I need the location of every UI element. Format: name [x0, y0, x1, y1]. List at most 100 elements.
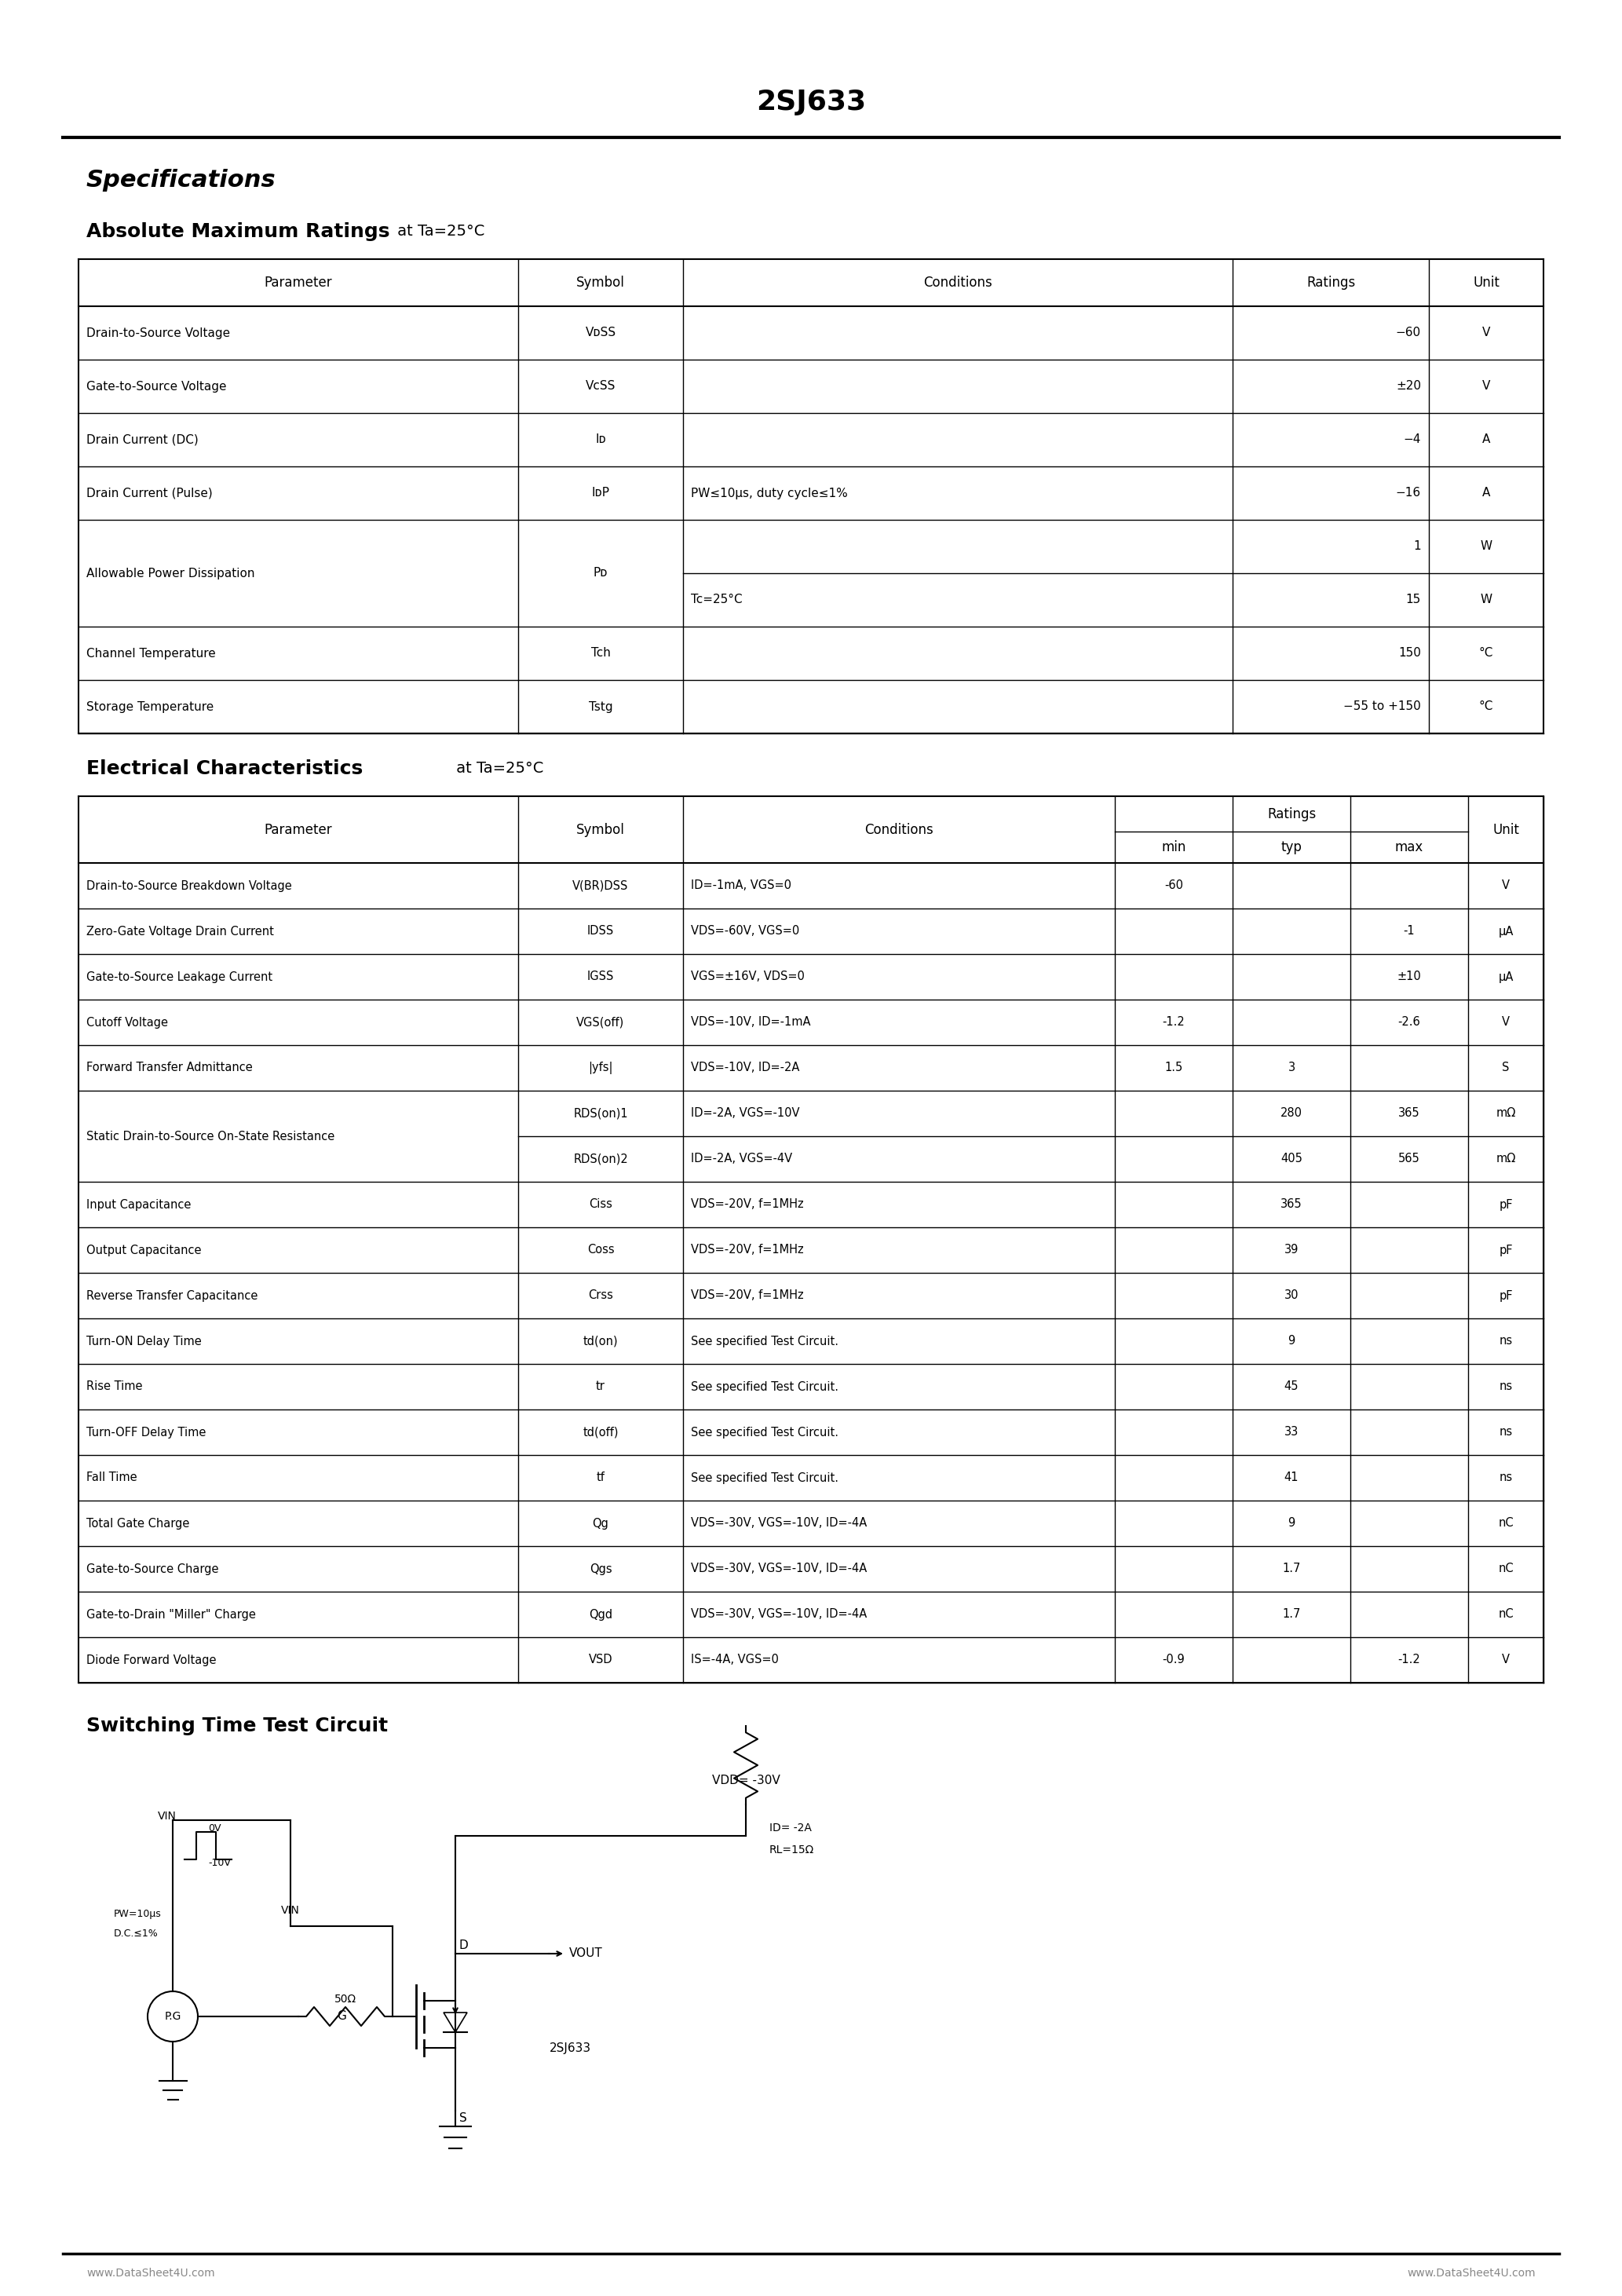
- Text: W: W: [1481, 595, 1492, 606]
- Text: Ciss: Ciss: [589, 1199, 613, 1210]
- Text: S: S: [459, 2112, 467, 2124]
- Text: VIN: VIN: [281, 1906, 300, 1915]
- Text: -1.2: -1.2: [1163, 1017, 1186, 1029]
- Text: Drain Current (DC): Drain Current (DC): [86, 434, 198, 445]
- Text: VDS=-30V, VGS=-10V, ID=-4A: VDS=-30V, VGS=-10V, ID=-4A: [691, 1564, 866, 1575]
- Text: nC: nC: [1499, 1564, 1513, 1575]
- Text: IᴅP: IᴅP: [592, 487, 610, 498]
- Text: Qgd: Qgd: [589, 1609, 613, 1621]
- Text: Turn-OFF Delay Time: Turn-OFF Delay Time: [86, 1426, 206, 1437]
- Text: VDS=-30V, VGS=-10V, ID=-4A: VDS=-30V, VGS=-10V, ID=-4A: [691, 1518, 866, 1529]
- Text: VDS=-20V, f=1MHz: VDS=-20V, f=1MHz: [691, 1244, 803, 1256]
- Text: Output Capacitance: Output Capacitance: [86, 1244, 201, 1256]
- Text: |yfs|: |yfs|: [589, 1061, 613, 1075]
- Text: 150: 150: [1398, 647, 1421, 659]
- Text: PW≤10μs, duty cycle≤1%: PW≤10μs, duty cycle≤1%: [691, 487, 848, 498]
- Text: 3: 3: [1288, 1063, 1294, 1075]
- Text: 365: 365: [1398, 1107, 1421, 1120]
- Text: ns: ns: [1499, 1426, 1513, 1437]
- Text: Conditions: Conditions: [865, 822, 933, 836]
- Text: A: A: [1483, 487, 1491, 498]
- Text: VᴅSS: VᴅSS: [586, 326, 616, 340]
- Text: ns: ns: [1499, 1472, 1513, 1483]
- Text: 33: 33: [1285, 1426, 1299, 1437]
- Text: IDSS: IDSS: [587, 925, 615, 937]
- Text: μA: μA: [1499, 971, 1513, 983]
- Text: μA: μA: [1499, 925, 1513, 937]
- Text: Coss: Coss: [587, 1244, 615, 1256]
- Text: 365: 365: [1281, 1199, 1302, 1210]
- Text: Switching Time Test Circuit: Switching Time Test Circuit: [86, 1717, 388, 1736]
- Text: Parameter: Parameter: [264, 822, 333, 836]
- Text: Zero-Gate Voltage Drain Current: Zero-Gate Voltage Drain Current: [86, 925, 274, 937]
- Text: Cutoff Voltage: Cutoff Voltage: [86, 1017, 169, 1029]
- Text: td(on): td(on): [582, 1336, 618, 1348]
- Text: G: G: [337, 2011, 345, 2023]
- Text: −4: −4: [1403, 434, 1421, 445]
- Text: Static Drain-to-Source On-State Resistance: Static Drain-to-Source On-State Resistan…: [86, 1130, 334, 1141]
- Text: Diode Forward Voltage: Diode Forward Voltage: [86, 1653, 216, 1667]
- Text: min: min: [1161, 840, 1186, 854]
- Text: VIN: VIN: [157, 1812, 177, 1821]
- Text: -60: -60: [1165, 879, 1182, 891]
- Text: °C: °C: [1479, 647, 1494, 659]
- Text: −55 to +150: −55 to +150: [1343, 700, 1421, 712]
- Text: nC: nC: [1499, 1518, 1513, 1529]
- Text: Pᴅ: Pᴅ: [594, 567, 608, 579]
- Text: Unit: Unit: [1492, 822, 1520, 836]
- Text: 280: 280: [1280, 1107, 1302, 1120]
- Text: D: D: [459, 1940, 469, 1952]
- Text: -1: -1: [1403, 925, 1414, 937]
- Text: Forward Transfer Admittance: Forward Transfer Admittance: [86, 1063, 253, 1075]
- Text: Iᴅ: Iᴅ: [595, 434, 607, 445]
- Text: V: V: [1483, 381, 1491, 393]
- Text: P.G: P.G: [164, 2011, 182, 2023]
- Text: tf: tf: [597, 1472, 605, 1483]
- Text: Channel Temperature: Channel Temperature: [86, 647, 216, 659]
- Text: pF: pF: [1499, 1244, 1513, 1256]
- Text: Gate-to-Drain "Miller" Charge: Gate-to-Drain "Miller" Charge: [86, 1609, 256, 1621]
- Text: 1: 1: [1413, 540, 1421, 553]
- Text: tr: tr: [595, 1380, 605, 1394]
- Text: 1.5: 1.5: [1165, 1063, 1182, 1075]
- Text: VSD: VSD: [589, 1653, 613, 1667]
- Text: Ratings: Ratings: [1267, 806, 1315, 822]
- Text: VDS=-10V, ID=-2A: VDS=-10V, ID=-2A: [691, 1063, 800, 1075]
- Text: 30: 30: [1285, 1290, 1299, 1302]
- Text: 0V: 0V: [208, 1823, 221, 1832]
- Text: 405: 405: [1280, 1153, 1302, 1164]
- Text: Electrical Characteristics: Electrical Characteristics: [86, 760, 363, 778]
- Text: Total Gate Charge: Total Gate Charge: [86, 1518, 190, 1529]
- Text: V(BR)DSS: V(BR)DSS: [573, 879, 629, 891]
- Text: -1.2: -1.2: [1398, 1653, 1421, 1667]
- Text: RDS(on)1: RDS(on)1: [573, 1107, 628, 1120]
- Text: typ: typ: [1281, 840, 1302, 854]
- Text: VGS=±16V, VDS=0: VGS=±16V, VDS=0: [691, 971, 805, 983]
- Text: VDS=-30V, VGS=-10V, ID=-4A: VDS=-30V, VGS=-10V, ID=-4A: [691, 1609, 866, 1621]
- Text: 45: 45: [1285, 1380, 1299, 1394]
- Text: ±20: ±20: [1397, 381, 1421, 393]
- Text: Fall Time: Fall Time: [86, 1472, 138, 1483]
- Text: 50Ω: 50Ω: [334, 1993, 357, 2004]
- Text: Storage Temperature: Storage Temperature: [86, 700, 214, 712]
- Text: max: max: [1395, 840, 1424, 854]
- Text: Gate-to-Source Leakage Current: Gate-to-Source Leakage Current: [86, 971, 272, 983]
- Text: −60: −60: [1397, 326, 1421, 340]
- Text: −16: −16: [1397, 487, 1421, 498]
- Text: at Ta=25°C: at Ta=25°C: [393, 225, 485, 239]
- Text: pF: pF: [1499, 1290, 1513, 1302]
- Text: V: V: [1502, 1017, 1510, 1029]
- Text: VᴄSS: VᴄSS: [586, 381, 616, 393]
- Text: Gate-to-Source Voltage: Gate-to-Source Voltage: [86, 381, 227, 393]
- Text: Crss: Crss: [589, 1290, 613, 1302]
- Text: ID=-2A, VGS=-4V: ID=-2A, VGS=-4V: [691, 1153, 792, 1164]
- Text: ID=-2A, VGS=-10V: ID=-2A, VGS=-10V: [691, 1107, 800, 1120]
- Text: Rise Time: Rise Time: [86, 1380, 143, 1394]
- Text: Drain-to-Source Voltage: Drain-to-Source Voltage: [86, 326, 230, 340]
- Text: Tc=25°C: Tc=25°C: [691, 595, 743, 606]
- Text: 2SJ633: 2SJ633: [550, 2041, 592, 2053]
- Text: See specified Test Circuit.: See specified Test Circuit.: [691, 1380, 839, 1394]
- Text: Input Capacitance: Input Capacitance: [86, 1199, 191, 1210]
- Text: Gate-to-Source Charge: Gate-to-Source Charge: [86, 1564, 219, 1575]
- Text: Reverse Transfer Capacitance: Reverse Transfer Capacitance: [86, 1290, 258, 1302]
